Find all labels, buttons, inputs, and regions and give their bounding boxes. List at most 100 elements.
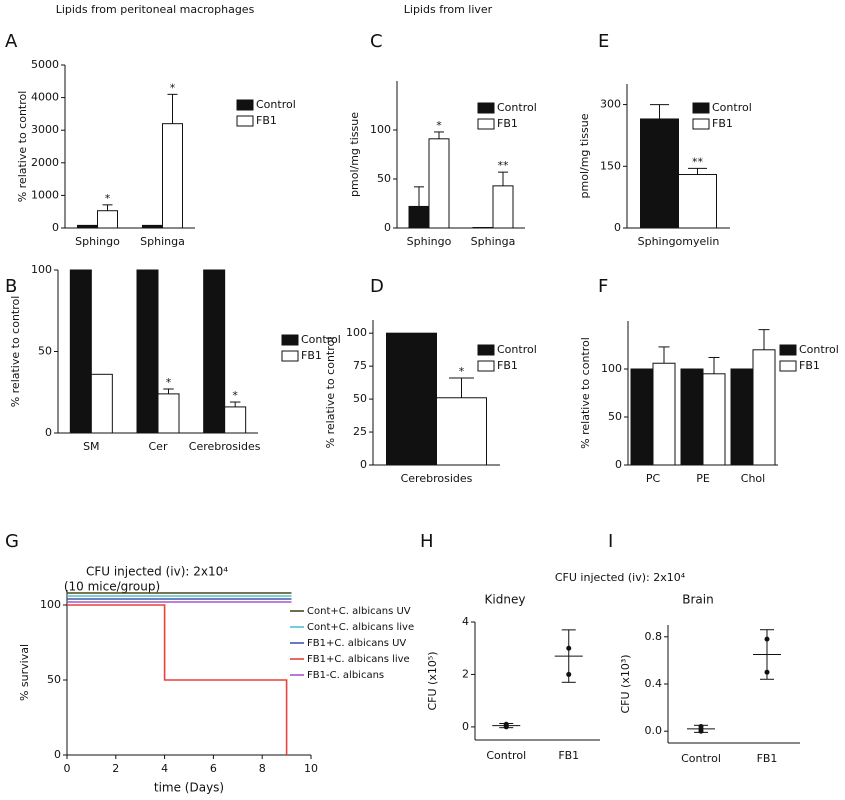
panel-letter: D: [370, 276, 384, 297]
y-tick-label: 0.4: [645, 677, 663, 690]
y-axis-label: pmol/mg tissue: [348, 112, 361, 197]
x-tick-label: 8: [259, 762, 266, 775]
y-tick-label: 0.8: [645, 630, 663, 643]
legend-swatch: [236, 99, 254, 111]
legend-label: Control: [497, 343, 537, 356]
legend-label: FB1: [799, 359, 820, 372]
legend-label: FB1+C. albicans UV: [307, 638, 406, 649]
x-axis-label: time (Days): [154, 781, 224, 795]
y-tick-label: 50: [608, 410, 622, 423]
y-tick-label: 50: [38, 345, 52, 358]
y-tick-label: 0: [45, 426, 52, 439]
y-tick-label: 0: [462, 720, 469, 733]
bar: [752, 349, 776, 466]
legend-label: FB1: [256, 114, 277, 127]
legend-swatch: [692, 118, 710, 130]
panel-letter: B: [5, 276, 17, 297]
bar: [730, 368, 754, 466]
panel-title: Brain: [682, 593, 713, 607]
bar: [652, 362, 676, 466]
legend-label: Control: [301, 333, 341, 346]
panel-letter: I: [608, 531, 613, 552]
panel-letter: H: [420, 531, 434, 552]
y-tick-label: 300: [600, 98, 621, 111]
x-tick-label: Sphingo: [407, 235, 452, 248]
y-tick-label: 100: [346, 326, 367, 339]
y-tick-label: 3000: [31, 123, 59, 136]
bar: [428, 138, 450, 229]
bar: [492, 185, 514, 229]
legend-label: FB1: [497, 117, 518, 130]
panel-subtitle: (10 mice/group): [64, 580, 160, 594]
bar: [630, 368, 654, 466]
y-tick-label: 0: [615, 458, 622, 471]
header: CFU injected (iv): 2x10⁴: [555, 571, 686, 584]
bar: [77, 224, 98, 229]
bar: [680, 368, 704, 466]
legend-swatch: [477, 360, 495, 372]
y-tick-label: 50: [353, 392, 367, 405]
y-axis-label: % survival: [18, 644, 31, 701]
x-tick-label: Sphinga: [471, 235, 516, 248]
bar: [678, 174, 717, 229]
significance: **: [498, 159, 510, 172]
x-tick-label: 6: [210, 762, 217, 775]
y-tick-label: 100: [40, 598, 61, 611]
x-tick-label: Sphingomyelin: [638, 235, 720, 248]
data-point: [764, 669, 770, 675]
y-tick-label: 0: [614, 221, 621, 234]
x-tick-label: 10: [304, 762, 318, 775]
data-point: [503, 721, 509, 727]
panel-title: CFU injected (iv): 2x10⁴: [86, 565, 228, 579]
legend-label: Control: [799, 343, 839, 356]
y-tick-label: 5000: [31, 58, 59, 71]
panel-letter: G: [5, 531, 19, 552]
bar: [162, 123, 183, 229]
significance: *: [170, 81, 176, 94]
y-tick-label: 100: [370, 123, 391, 136]
x-tick-label: Cer: [149, 440, 168, 453]
significance: *: [232, 389, 238, 402]
panel-letter: F: [598, 276, 608, 297]
bar: [90, 373, 113, 434]
y-tick-label: 0: [384, 221, 391, 234]
legend-label: Cont+C. albicans UV: [307, 606, 411, 617]
x-tick-label: Control: [681, 752, 721, 765]
bar: [157, 393, 180, 434]
legend-swatch: [692, 102, 710, 114]
panel-letter: A: [5, 31, 18, 52]
bar: [224, 406, 247, 434]
x-tick-label: 4: [161, 762, 168, 775]
data-point: [566, 671, 572, 677]
x-tick-label: FB1: [757, 752, 778, 765]
legend-label: FB1: [497, 359, 518, 372]
x-tick-label: Cerebrosides: [189, 440, 261, 453]
y-tick-label: 150: [600, 159, 621, 172]
x-tick-label: Sphinga: [140, 235, 185, 248]
significance: *: [436, 119, 442, 132]
y-tick-label: 75: [353, 359, 367, 372]
x-tick-label: SM: [83, 440, 99, 453]
panel-letter: C: [370, 31, 383, 52]
significance: *: [459, 365, 465, 378]
y-tick-label: 0: [52, 221, 59, 234]
bar: [640, 118, 679, 229]
legend-swatch: [477, 102, 495, 114]
x-tick-label: Cerebrosides: [401, 472, 473, 485]
y-axis-label: CFU (x10⁵): [426, 651, 439, 710]
bar: [136, 269, 159, 434]
header: Lipids from peritoneal macrophages: [56, 3, 255, 16]
y-tick-label: 4: [462, 615, 469, 628]
y-tick-label: 50: [47, 673, 61, 686]
x-tick-label: 2: [112, 762, 119, 775]
x-tick-label: FB1: [558, 749, 579, 762]
data-point: [764, 636, 770, 642]
x-tick-label: Control: [486, 749, 526, 762]
header: Lipids from liver: [404, 3, 493, 16]
significance: *: [166, 376, 172, 389]
bar: [69, 269, 92, 434]
data-point: [566, 645, 572, 651]
y-axis-label: pmol/mg tissue: [578, 113, 591, 198]
x-tick-label: Sphingo: [75, 235, 120, 248]
y-axis-label: % relative to control: [9, 296, 22, 408]
